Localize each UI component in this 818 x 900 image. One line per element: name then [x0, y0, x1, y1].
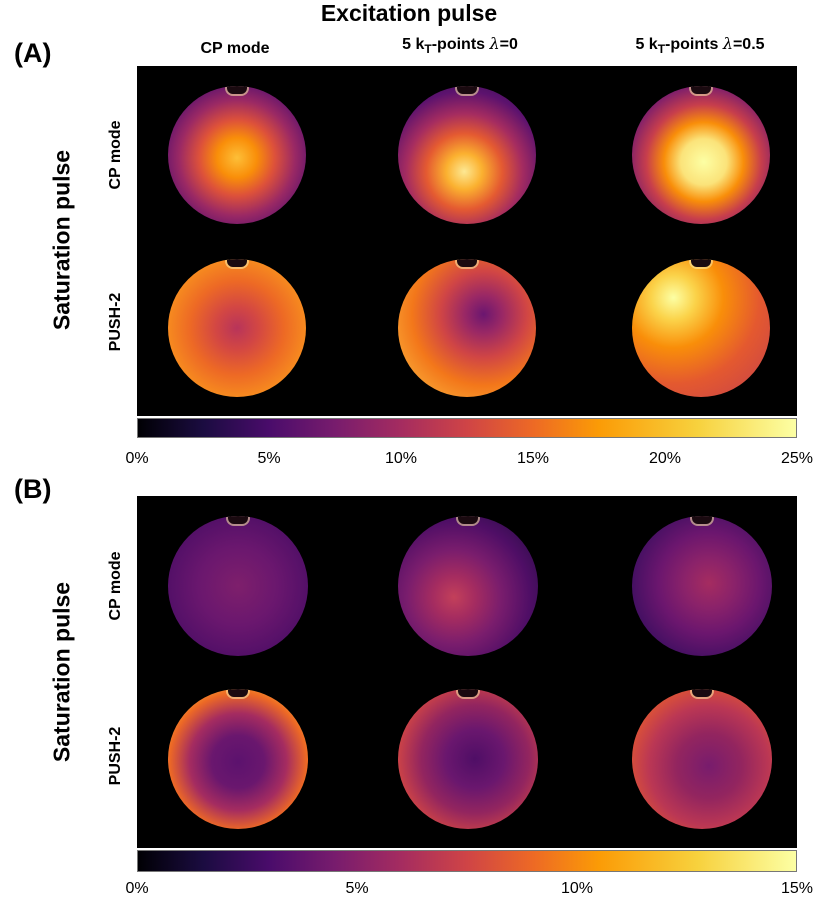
panel-b-phantom-cp-kt05 — [632, 516, 772, 656]
panel-a-phantom-push2-kt05 — [632, 259, 770, 397]
panel-b-phantom-push2-kt0 — [398, 689, 538, 829]
panel-a-colorbar-tick: 10% — [384, 450, 418, 467]
panel-b-row-label-push2: PUSH-2 — [107, 726, 124, 786]
panel-a-phantom-cp-kt05 — [632, 86, 770, 224]
panel-a-col-header-kt-lambda-05: 5 kT-points λ=0.5 — [635, 34, 765, 56]
panel-a-phantom-cp-kt0 — [398, 86, 536, 224]
panel-b-colorbar — [137, 850, 797, 872]
panel-a-colorbar — [137, 418, 797, 438]
panel-a-phantom-cp-cp — [168, 86, 306, 224]
panel-b-row-title: Saturation pulse — [48, 581, 75, 763]
panel-a-row-title: Saturation pulse — [48, 149, 75, 331]
panel-a-colorbar-tick: 25% — [780, 450, 814, 467]
panel-b-colorbar-tick: 10% — [560, 880, 594, 897]
panel-b-colorbar-tick: 0% — [125, 880, 149, 897]
panel-a-phantom-push2-kt0 — [398, 259, 536, 397]
panel-b-phantom-cp-cp — [168, 516, 308, 656]
panel-a-row-label-push2: PUSH-2 — [107, 292, 124, 352]
panel-a-col-header-kt-lambda-0: 5 kT-points λ=0 — [402, 34, 518, 56]
panel-a-image-grid — [137, 66, 797, 416]
panel-b-image-grid — [137, 496, 797, 848]
panel-a-colorbar-tick: 5% — [257, 450, 281, 467]
panel-b-phantom-push2-kt05 — [632, 689, 772, 829]
panel-a-label: (A) — [14, 38, 52, 68]
panel-a-colorbar-tick: 0% — [125, 450, 149, 467]
panel-b-colorbar-tick: 15% — [780, 880, 814, 897]
panel-a-col-header-cp-mode: CP mode — [200, 40, 270, 57]
panel-b-phantom-push2-cp — [168, 689, 308, 829]
panel-b-colorbar-tick: 5% — [345, 880, 369, 897]
panel-b-row-label-cp-mode: CP mode — [107, 551, 124, 621]
panel-b-label: (B) — [14, 474, 52, 504]
panel-b-phantom-cp-kt0 — [398, 516, 538, 656]
figure-supertitle: Excitation pulse — [320, 0, 498, 26]
panel-a-phantom-push2-cp — [168, 259, 306, 397]
panel-a-colorbar-tick: 20% — [648, 450, 682, 467]
panel-a-colorbar-tick: 15% — [516, 450, 550, 467]
panel-a-row-label-cp-mode: CP mode — [107, 120, 124, 190]
